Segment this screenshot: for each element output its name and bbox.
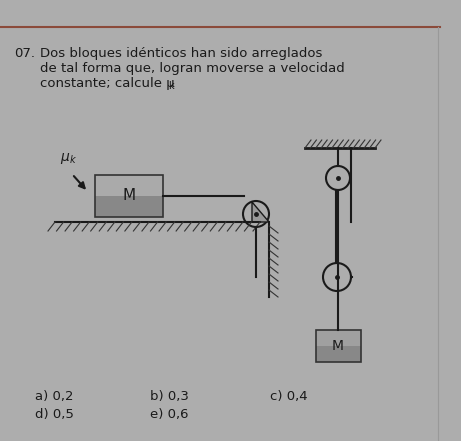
Text: de tal forma que, logran moverse a velocidad: de tal forma que, logran moverse a veloc… xyxy=(40,62,345,75)
Bar xyxy=(95,175,163,217)
Text: k: k xyxy=(168,81,174,91)
Text: M: M xyxy=(332,339,344,353)
Text: e) 0,6: e) 0,6 xyxy=(150,408,189,421)
Text: b) 0,3: b) 0,3 xyxy=(150,390,189,403)
Text: d) 0,5: d) 0,5 xyxy=(35,408,74,421)
Text: constante; calcule μ: constante; calcule μ xyxy=(40,77,175,90)
Bar xyxy=(95,175,163,196)
Text: M: M xyxy=(123,188,136,203)
Text: 07.: 07. xyxy=(14,47,35,60)
Polygon shape xyxy=(252,202,269,222)
Bar xyxy=(315,330,361,346)
Text: c) 0,4: c) 0,4 xyxy=(270,390,307,403)
Bar xyxy=(315,330,361,362)
Text: $\mu_k$: $\mu_k$ xyxy=(60,150,77,165)
Bar xyxy=(95,196,163,217)
Bar xyxy=(315,346,361,362)
Text: a) 0,2: a) 0,2 xyxy=(35,390,73,403)
Text: Dos bloques idénticos han sido arreglados: Dos bloques idénticos han sido arreglado… xyxy=(40,47,322,60)
